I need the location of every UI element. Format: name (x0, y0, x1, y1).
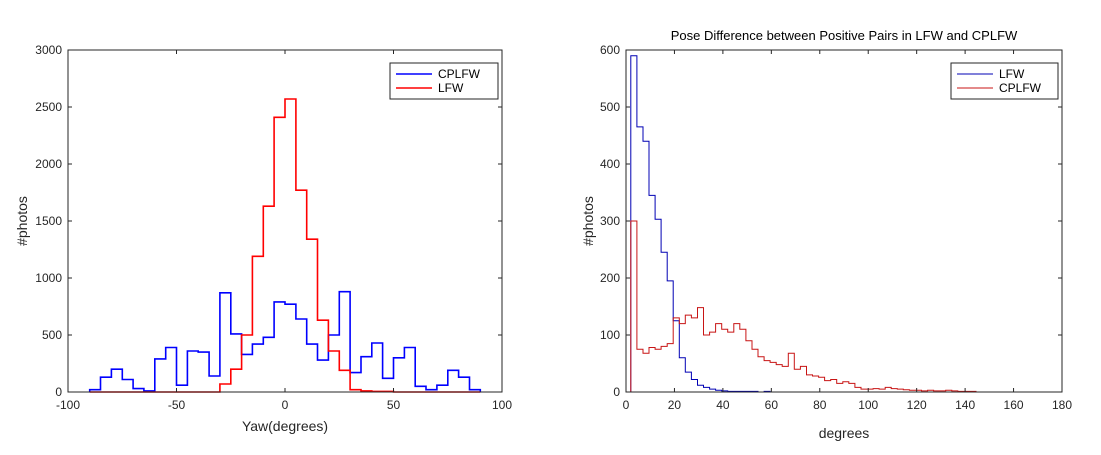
y-tick-label: 2500 (35, 100, 62, 114)
y-tick-label: 500 (600, 100, 620, 114)
chart-title: Pose Difference between Positive Pairs i… (671, 28, 1018, 43)
x-tick-label: 160 (1004, 398, 1024, 412)
x-tick-label: 50 (387, 398, 401, 412)
x-tick-label: 100 (858, 398, 878, 412)
y-axis-label: #photos (580, 196, 596, 246)
x-tick-label: 0 (623, 398, 630, 412)
x-tick-label: -50 (168, 398, 186, 412)
x-tick-label: 0 (282, 398, 289, 412)
x-axis-ticks: 0 20 40 60 80 100 120 140 160 180 (623, 50, 1072, 412)
y-tick-label: 400 (600, 157, 620, 171)
legend-entry: CPLFW (999, 81, 1042, 95)
pose-difference-histogram-chart: Pose Difference between Positive Pairs i… (580, 28, 1072, 441)
x-tick-label: 180 (1052, 398, 1072, 412)
x-tick-label: 60 (765, 398, 779, 412)
yaw-histogram-chart: -100 -50 0 50 100 0 500 1000 1500 2000 2500 3000 Y… (14, 43, 512, 434)
y-tick-label: 1500 (35, 214, 62, 228)
x-tick-label: 120 (907, 398, 927, 412)
y-tick-label: 3000 (35, 43, 62, 57)
x-axis-label: degrees (819, 425, 870, 441)
y-tick-label: 0 (55, 385, 62, 399)
series-line-cplfw (88, 290, 482, 392)
x-tick-label: 20 (668, 398, 682, 412)
x-axis-ticks: -100 -50 0 50 100 (56, 50, 512, 412)
y-axis-ticks: 0 500 1000 1500 2000 2500 3000 (35, 43, 502, 399)
legend-box (389, 62, 499, 100)
x-tick-label: 80 (813, 398, 827, 412)
y-axis-ticks: 0 100 200 300 400 500 600 (600, 43, 1062, 399)
y-axis-label: #photos (14, 196, 30, 246)
x-axis-label: Yaw(degrees) (242, 418, 328, 434)
legend-entry: LFW (438, 81, 464, 95)
y-tick-label: 200 (600, 271, 620, 285)
legend-entry: LFW (999, 67, 1025, 81)
plot-area (626, 50, 1062, 392)
legend-box (950, 62, 1059, 100)
x-tick-label: 100 (492, 398, 512, 412)
series-line-cplfw (630, 220, 1043, 393)
legend-entry: CPLFW (438, 67, 481, 81)
y-tick-label: 2000 (35, 157, 62, 171)
x-tick-label: 40 (716, 398, 730, 412)
y-tick-label: 600 (600, 43, 620, 57)
x-tick-label: -100 (56, 398, 80, 412)
x-tick-label: 140 (955, 398, 975, 412)
y-tick-label: 500 (42, 328, 62, 342)
y-tick-label: 100 (600, 328, 620, 342)
y-tick-label: 1000 (35, 271, 62, 285)
y-tick-label: 300 (600, 214, 620, 228)
y-tick-label: 0 (613, 385, 620, 399)
